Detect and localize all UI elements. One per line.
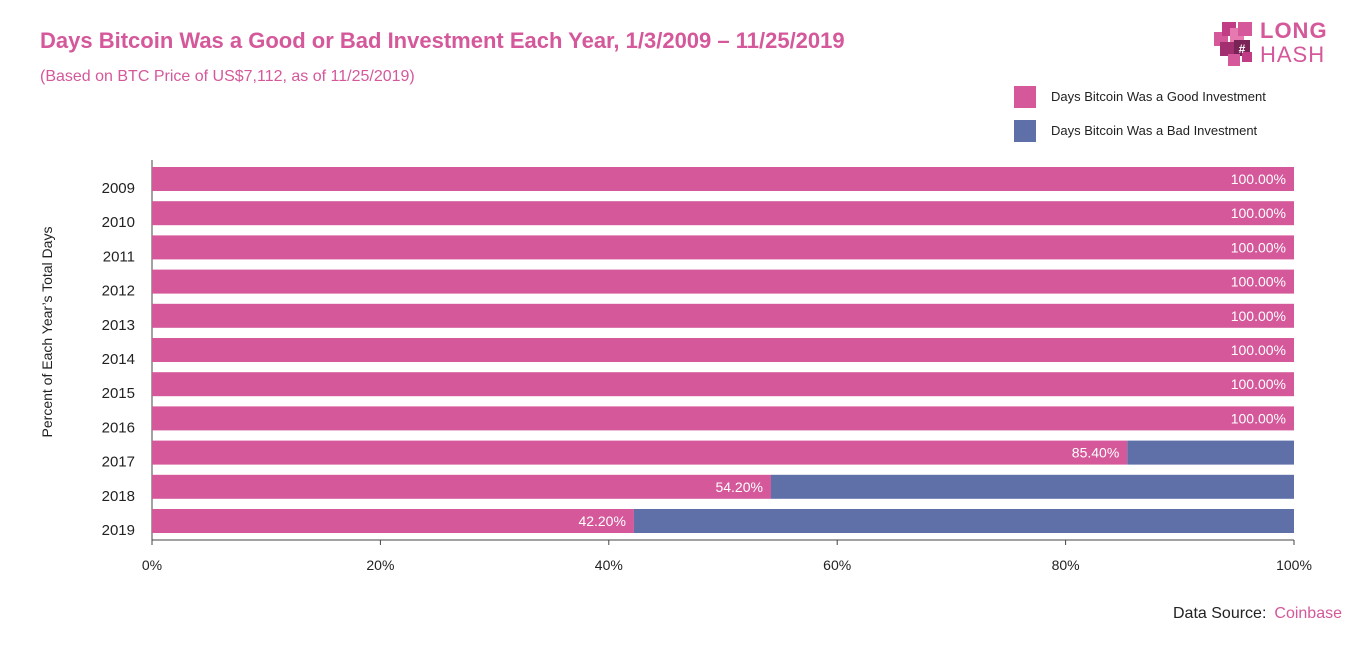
y-tick-label: 2012 — [102, 283, 135, 300]
y-tick-label: 2013 — [102, 317, 135, 334]
bar-good — [152, 167, 1294, 191]
y-tick-label: 2015 — [102, 385, 135, 402]
bar-good — [152, 235, 1294, 260]
data-source-label: Data Source: — [1173, 605, 1267, 622]
bar-bad — [1127, 440, 1294, 465]
bar-data-label: 100.00% — [1231, 308, 1286, 324]
data-source-value: Coinbase — [1274, 605, 1342, 622]
y-tick-label: 2014 — [102, 351, 135, 368]
longhash-logo: # LONG HASH — [1212, 18, 1332, 70]
bar-data-label: 42.20% — [578, 513, 625, 529]
y-tick-label: 2011 — [103, 248, 135, 265]
bar-good — [152, 303, 1294, 328]
bar-good — [152, 338, 1294, 362]
legend-swatch-good — [1014, 86, 1036, 108]
bar-good — [152, 440, 1128, 465]
bar-data-label: 100.00% — [1231, 205, 1286, 221]
legend-label-good: Days Bitcoin Was a Good Investment — [1051, 89, 1266, 104]
y-tick-label: 2018 — [102, 488, 135, 505]
x-tick-label: 80% — [1052, 557, 1080, 573]
x-tick-label: 40% — [595, 557, 623, 573]
bar-data-label: 100.00% — [1231, 239, 1286, 255]
bar-bad — [633, 509, 1294, 533]
bar-good — [152, 372, 1294, 397]
bar-good — [152, 406, 1294, 431]
chart-subtitle: (Based on BTC Price of US$7,112, as of 1… — [40, 68, 415, 85]
bar-good — [152, 509, 634, 533]
bar-good — [152, 269, 1294, 294]
bar-data-label: 100.00% — [1231, 342, 1286, 358]
x-tick-label: 100% — [1276, 557, 1312, 573]
y-tick-label: 2019 — [102, 522, 135, 539]
legend-swatch-bad — [1014, 120, 1036, 142]
cube-logo-icon: # — [1214, 22, 1252, 66]
bar-data-label: 100.00% — [1231, 274, 1286, 290]
bar-data-label: 54.20% — [715, 479, 762, 495]
bar-good — [152, 201, 1294, 226]
bar-good — [152, 474, 771, 499]
logo-text-top: LONG — [1260, 18, 1328, 43]
y-tick-label: 2016 — [102, 419, 135, 436]
bar-data-label: 85.40% — [1072, 445, 1119, 461]
x-tick-label: 20% — [366, 557, 394, 573]
y-tick-label: 2009 — [102, 180, 135, 197]
bar-data-label: 100.00% — [1231, 410, 1286, 426]
bar-data-label: 100.00% — [1231, 376, 1286, 392]
legend-label-bad: Days Bitcoin Was a Bad Investment — [1051, 123, 1258, 138]
data-source: Data Source: Coinbase — [1173, 605, 1342, 623]
x-tick-label: 0% — [142, 557, 162, 573]
x-tick-label: 60% — [823, 557, 851, 573]
bar-data-label: 100.00% — [1231, 171, 1286, 187]
chart-title: Days Bitcoin Was a Good or Bad Investmen… — [40, 28, 845, 53]
logo-text-bottom: HASH — [1260, 42, 1326, 67]
y-tick-label: 2010 — [102, 214, 135, 231]
bar-bad — [770, 474, 1294, 499]
svg-text:#: # — [1239, 42, 1246, 56]
y-tick-label: 2017 — [102, 454, 135, 471]
